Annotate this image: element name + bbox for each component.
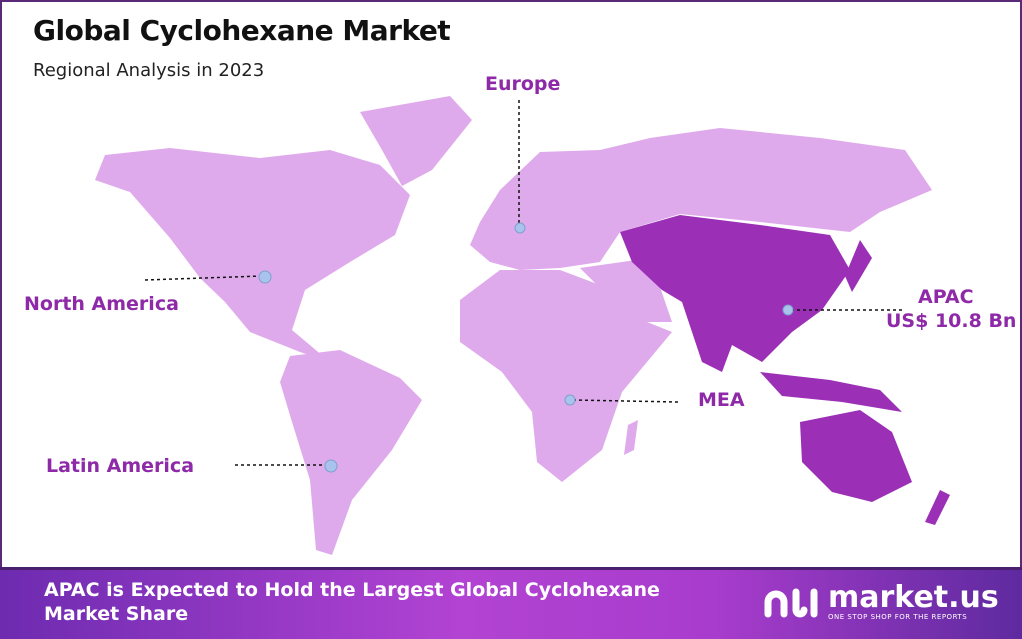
logo-name: market.us	[828, 580, 999, 615]
latin-america-label: Latin America	[46, 455, 195, 477]
footer-text: APAC is Expected to Hold the Largest Glo…	[44, 579, 660, 625]
mea-label: MEA	[698, 389, 745, 411]
north-america	[95, 148, 410, 362]
south-america	[280, 350, 422, 555]
europe-marker	[514, 222, 526, 234]
north-america-marker	[258, 270, 272, 284]
footer-banner: APAC is Expected to Hold the Largest Glo…	[0, 567, 1022, 639]
north-america-label: North America	[24, 293, 179, 315]
asia-highlight	[620, 215, 850, 372]
japan	[845, 240, 872, 292]
world-map	[95, 96, 950, 555]
madagascar	[624, 420, 638, 455]
europe-label: Europe	[485, 73, 561, 95]
north-america-leader-line	[144, 275, 263, 281]
page-title: Global Cyclohexane Market	[33, 14, 451, 47]
eurasia	[470, 128, 932, 270]
apac-marker	[782, 304, 794, 316]
africa	[460, 270, 672, 482]
apac-value: US$ 10.8 Bn	[886, 310, 1017, 332]
logo-icon	[764, 588, 818, 618]
australia	[800, 410, 912, 502]
page-subtitle: Regional Analysis in 2023	[33, 60, 265, 81]
apac-label: APAC	[918, 286, 974, 308]
mea-marker	[564, 394, 576, 406]
logo-tagline: ONE STOP SHOP FOR THE REPORTS	[828, 613, 968, 621]
new-zealand	[925, 490, 950, 525]
indonesia	[760, 372, 902, 412]
latin-america-marker	[324, 459, 338, 473]
logo: market.us ONE STOP SHOP FOR THE REPORTS	[760, 580, 999, 624]
greenland	[360, 96, 472, 186]
